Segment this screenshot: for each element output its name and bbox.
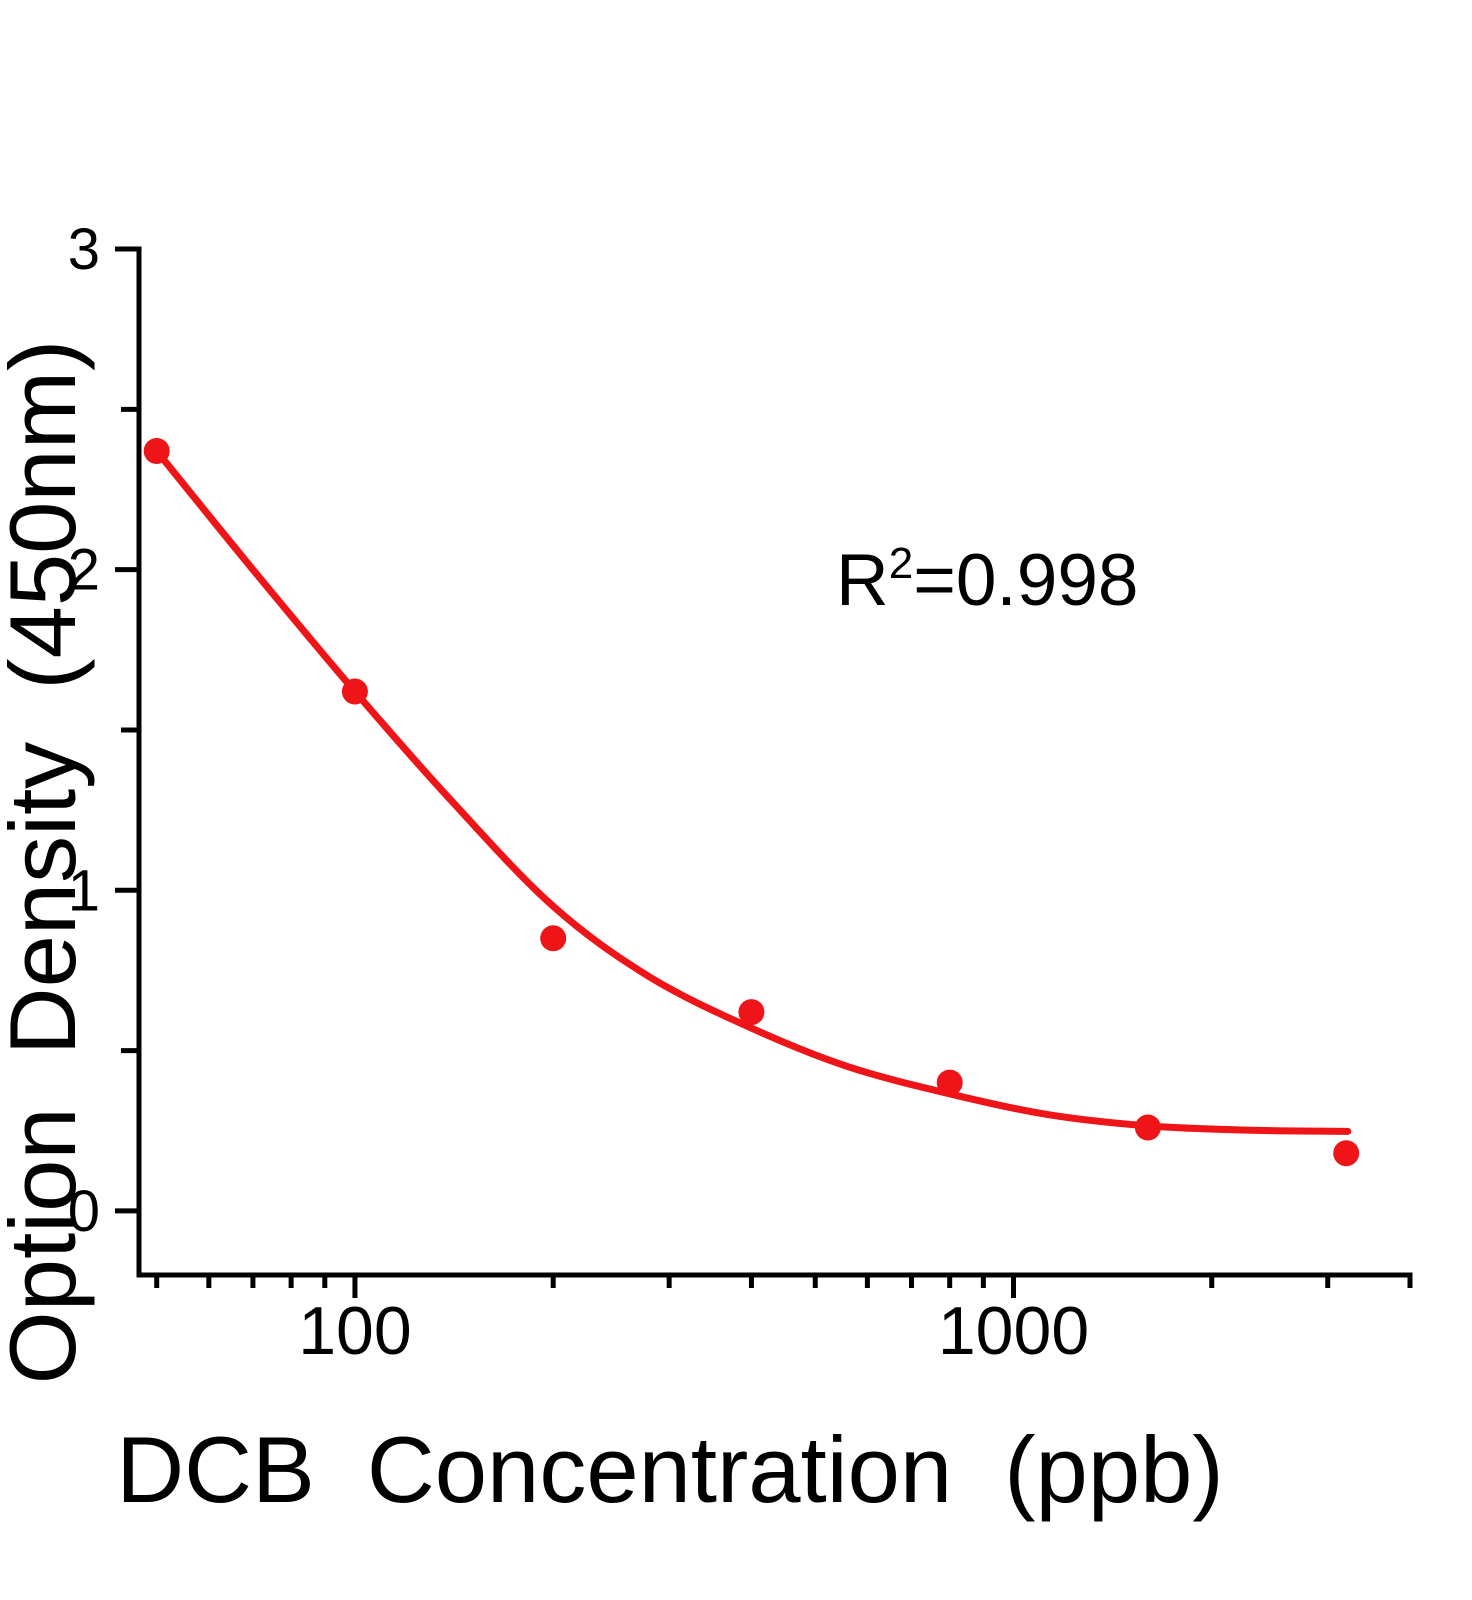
data-point [1333, 1140, 1360, 1167]
data-point [540, 925, 567, 952]
r-squared-superscript: 2 [889, 539, 913, 588]
y-axis-ticks [115, 246, 139, 1214]
y-tick-label: 0 [68, 1179, 100, 1244]
y-tick-label: 2 [68, 538, 100, 603]
data-point [738, 999, 765, 1026]
data-point [341, 678, 368, 705]
r-squared-value: =0.998 [913, 540, 1138, 621]
data-point [1134, 1114, 1161, 1141]
y-axis-title: Option Density (450nm) [0, 340, 95, 1385]
x-axis-ticks [154, 1275, 1413, 1298]
x-tick-label: 100 [298, 1293, 411, 1369]
fit-curve-line [153, 447, 1352, 1135]
x-tick-label: 1000 [938, 1293, 1089, 1369]
x-axis-tick-labels: 100 1000 [298, 1293, 1089, 1369]
data-point [143, 438, 170, 464]
y-tick-label: 1 [68, 858, 100, 923]
plot-area: 0 1 2 3 100 1000 Option Density (450nm) DCB … [0, 217, 1413, 1522]
y-axis-tick-labels: 0 1 2 3 [68, 217, 100, 1244]
r-squared-annotation: R2=0.998 [836, 539, 1139, 621]
data-point [936, 1069, 963, 1096]
x-axis-title: DCB Concentration (ppb) [116, 1417, 1223, 1522]
r-squared-base: R [836, 540, 889, 621]
data-points [143, 438, 1360, 1167]
y-tick-label: 3 [68, 217, 100, 282]
